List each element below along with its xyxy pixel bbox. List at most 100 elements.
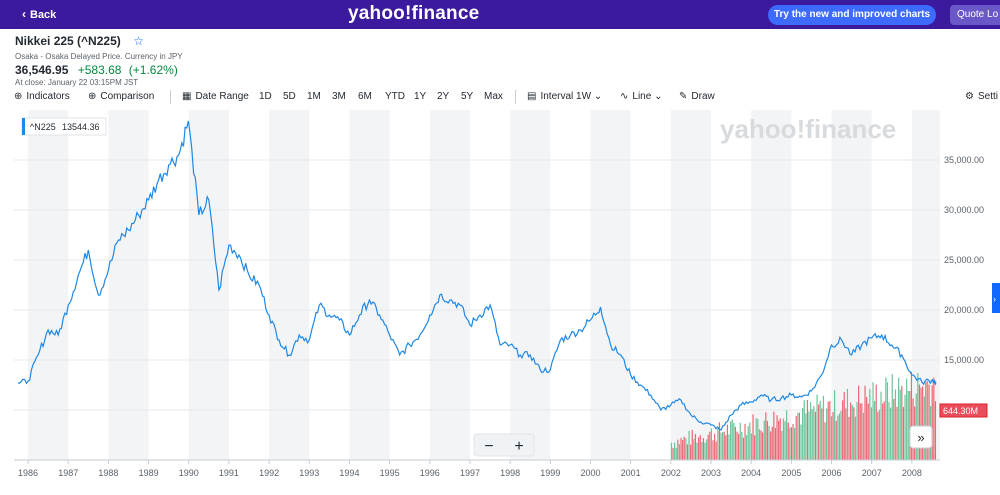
legend[interactable]: ^N225 13544.36 [22,118,106,135]
volume-bar [928,385,929,460]
volume-bar [836,421,837,460]
volume-bar [676,448,677,460]
year-band [269,110,309,460]
gear-icon: ⚙ [965,91,974,102]
volume-bar [807,400,808,460]
volume-bar [812,409,813,460]
date-range-button[interactable]: ▦ Date Range [182,91,249,102]
volume-bar [775,428,776,460]
try-new-charts-button[interactable]: Try the new and improved charts → [768,5,936,25]
year-band [510,110,550,460]
year-band [751,110,791,460]
year-band [590,110,630,460]
volume-bar [720,433,721,460]
range-1y[interactable]: 1Y [414,91,426,102]
volume-bar [922,386,923,460]
volume-bar [767,421,768,460]
volume-bar [879,410,880,460]
y-tick-label: 15,000.00 [944,355,984,365]
volume-bar [741,432,742,460]
x-tick-label: 1989 [139,468,159,478]
chart-type-dropdown[interactable]: ∿ Line ⌄ [620,91,662,102]
range-2y[interactable]: 2Y [437,91,449,102]
volume-bar [872,382,873,460]
volume-bar [810,402,811,460]
indicators-button[interactable]: ⊕ Indicators [14,91,70,102]
volume-bar [698,437,699,460]
volume-bar [869,389,870,460]
volume-bar [704,443,705,460]
volume-bar [770,431,771,460]
top-bar: ‹ Back yahoo!finance Try the new and impr… [0,0,1000,29]
volume-bar [760,431,761,460]
volume-bar [756,418,757,460]
last-value-label: 644.30M [943,406,978,416]
toolbar-divider [170,90,171,104]
range-ytd[interactable]: YTD [385,91,405,102]
zoom-out-button[interactable]: − [484,438,493,455]
volume-bar [871,407,872,460]
range-6m[interactable]: 6M [358,91,372,102]
x-tick-label: 1986 [18,468,38,478]
volume-bar [802,408,803,460]
volume-bar [856,402,857,460]
range-5d[interactable]: 5D [283,91,296,102]
volume-bar [874,401,875,460]
zoom-in-button[interactable]: + [514,438,523,455]
price-line [18,121,936,430]
volume-bar [847,389,848,460]
volume-bar [821,408,822,460]
pencil-icon: ✎ [679,91,687,102]
range-1m[interactable]: 1M [307,91,321,102]
volume-bar [904,395,905,460]
comparison-button[interactable]: ⊕ Comparison [88,91,154,102]
plus-circle-icon: ⊕ [88,91,96,102]
volume-bar [784,421,785,460]
toolbar-divider [515,90,516,104]
interval-dropdown[interactable]: ▤ Interval 1W ⌄ [527,91,602,102]
volume-bar [933,378,934,460]
star-icon[interactable]: ☆ [133,34,144,48]
x-tick-label: 1987 [58,468,78,478]
range-max[interactable]: Max [484,91,503,102]
x-tick-label: 1991 [219,468,239,478]
volume-bar [732,419,733,460]
volume-bar [679,444,680,460]
volume-bar [778,421,779,460]
exchange-info: Osaka - Osaka Delayed Price. Currency in… [15,52,183,61]
x-tick-label: 1993 [299,468,319,478]
settings-button[interactable]: ⚙ Setti [965,91,998,102]
volume-bar [884,401,885,460]
volume-bar [826,408,827,460]
back-button[interactable]: ‹ Back [22,7,56,21]
range-5y[interactable]: 5Y [461,91,473,102]
chart-toolbar: ⊕ Indicators ⊕ Comparison ▦ Date Range 1D 5… [0,88,1000,106]
volume-bar [768,426,769,460]
range-1d[interactable]: 1D [259,91,272,102]
volume-bar [824,422,825,460]
plus-circle-icon: ⊕ [14,91,22,102]
quote-lookup-button[interactable]: Quote Lo [950,5,1000,25]
volume-bar [816,395,817,460]
volume-bar [888,402,889,460]
volume-bar [746,435,747,460]
yahoo-finance-logo[interactable]: yahoo!finance [348,3,479,25]
volume-bar [868,404,869,460]
year-band [189,110,229,460]
volume-bar [709,432,710,460]
watermark-logo: yahoo!finance [720,114,896,144]
volume-bar [799,413,800,460]
volume-bar [701,442,702,460]
draw-button[interactable]: ✎ Draw [679,91,715,102]
volume-bar [909,391,910,460]
back-label: Back [30,9,56,21]
try-new-charts-label: Try the new and improved charts [774,9,930,20]
volume-bar [797,413,798,460]
volume-bar [677,440,678,460]
volume-bar [671,443,672,460]
volume-bar [855,417,856,460]
range-3m[interactable]: 3M [332,91,346,102]
volume-bar [727,425,728,460]
price-chart[interactable]: yahoo!finance 10,000.0015,000.0020,000.0… [0,110,1000,495]
indicators-label: Indicators [26,91,69,102]
